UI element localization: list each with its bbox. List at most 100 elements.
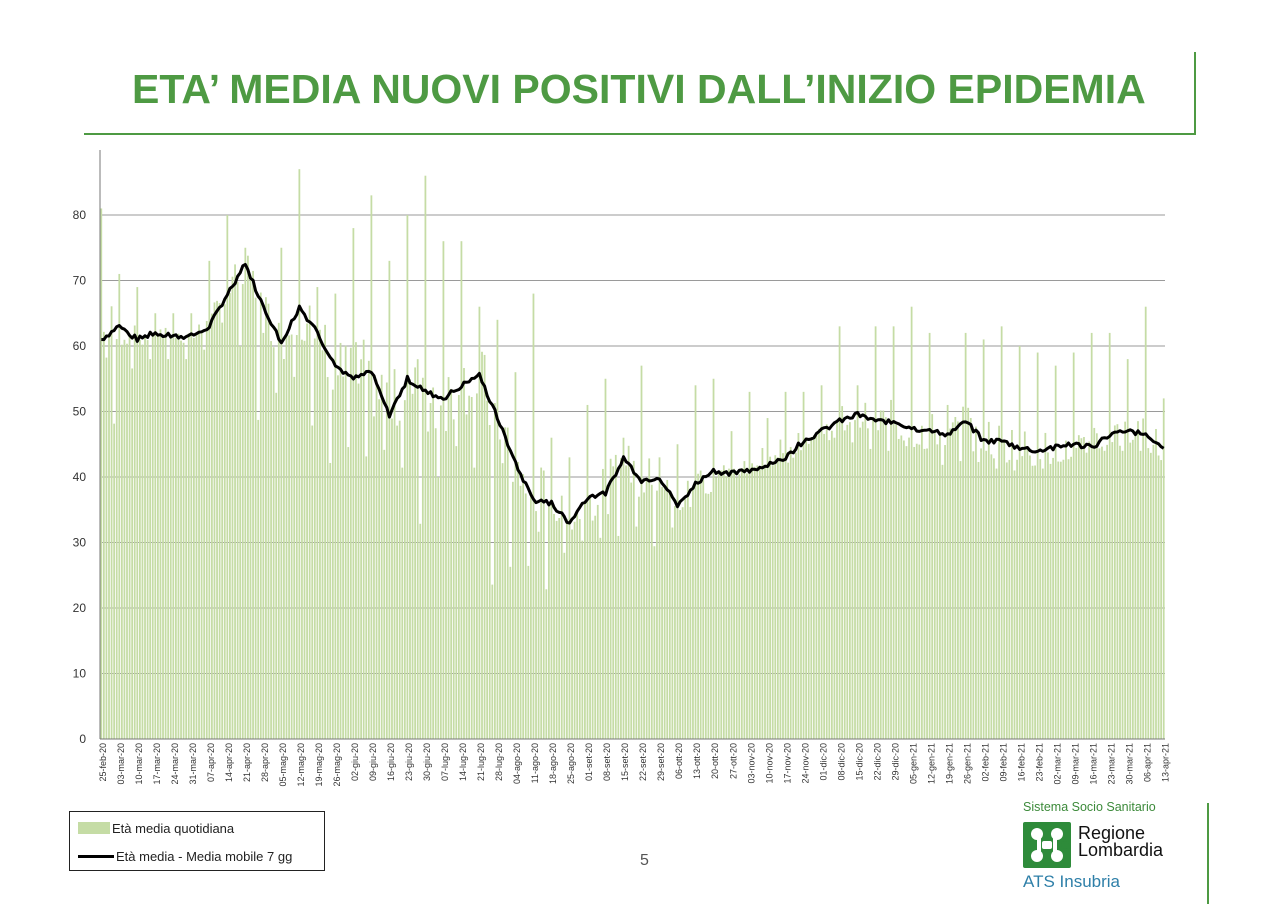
lombardy-rose-icon: [1023, 822, 1071, 868]
daily-bar: [807, 443, 810, 739]
daily-bar: [1052, 457, 1054, 739]
x-tick-label: 10-mar-20: [134, 743, 144, 785]
daily-bar: [205, 320, 208, 739]
daily-bar: [200, 332, 203, 739]
daily-bar: [118, 273, 121, 739]
x-tick-label: 16-feb-21: [1016, 743, 1026, 782]
daily-bar: [1119, 445, 1121, 739]
daily-bar: [959, 461, 962, 739]
x-tick-label: 30-giu-20: [422, 743, 432, 781]
daily-bar: [838, 326, 841, 739]
daily-bar: [987, 421, 990, 739]
daily-bar: [589, 496, 591, 739]
daily-bar: [980, 448, 982, 739]
daily-bar: [403, 400, 406, 739]
daily-bar: [193, 337, 195, 739]
daily-bar: [748, 391, 751, 739]
daily-bar: [975, 426, 977, 739]
daily-bar: [761, 447, 764, 739]
daily-bar: [437, 477, 440, 739]
daily-bar: [738, 474, 741, 739]
daily-bar: [223, 304, 226, 739]
x-tick-label: 01-set-20: [584, 743, 594, 781]
daily-bar: [1116, 424, 1119, 739]
x-tick-label: 14-apr-20: [224, 743, 234, 782]
daily-bar: [542, 470, 545, 739]
daily-bar: [815, 435, 818, 739]
daily-bar: [1011, 429, 1013, 739]
x-tick-label: 16-giu-20: [386, 743, 396, 781]
daily-bar: [1126, 359, 1129, 739]
daily-bar: [699, 470, 702, 739]
daily-bar: [581, 540, 584, 739]
daily-bar: [846, 424, 849, 739]
daily-bar: [180, 340, 182, 739]
daily-bar: [416, 359, 419, 739]
daily-bar: [885, 417, 887, 739]
daily-bar: [622, 437, 625, 739]
daily-bar: [1134, 431, 1137, 739]
daily-bar: [177, 333, 180, 739]
daily-bar: [517, 461, 519, 739]
daily-bar: [650, 484, 653, 739]
daily-bar: [1057, 461, 1060, 739]
daily-bar: [439, 405, 442, 739]
daily-bar: [661, 486, 663, 739]
daily-bar: [653, 546, 656, 739]
x-tick-label: 23-mar-21: [1106, 743, 1116, 785]
daily-bar: [872, 418, 874, 739]
daily-bar: [1113, 425, 1116, 739]
daily-bar: [475, 393, 478, 739]
daily-bar: [1103, 450, 1106, 739]
x-tick-label: 16-mar-21: [1088, 743, 1098, 785]
daily-bar: [326, 377, 329, 739]
daily-bar: [648, 458, 651, 739]
daily-bar: [1106, 444, 1109, 739]
daily-bar: [272, 347, 275, 739]
daily-bar: [1036, 352, 1039, 739]
daily-bar: [241, 284, 244, 739]
daily-bar: [156, 336, 159, 739]
daily-bar: [373, 416, 375, 739]
daily-bar: [321, 350, 324, 739]
daily-bar: [766, 418, 769, 739]
daily-bar: [1018, 346, 1021, 739]
daily-bar: [1160, 460, 1163, 739]
x-tick-label: 23-feb-21: [1034, 743, 1044, 782]
daily-bar: [365, 456, 368, 739]
daily-bar: [187, 333, 190, 739]
daily-bar: [164, 327, 167, 739]
daily-bar: [666, 479, 669, 739]
x-tick-label: 30-mar-21: [1124, 743, 1134, 785]
x-tick-label: 24-mar-20: [170, 743, 180, 785]
daily-bar: [483, 354, 486, 739]
daily-bar: [360, 359, 362, 739]
daily-bar: [833, 437, 836, 739]
daily-bar: [789, 446, 792, 739]
daily-bar: [609, 458, 612, 739]
daily-bar: [1090, 332, 1093, 739]
daily-bar: [977, 462, 980, 739]
daily-bar: [419, 523, 422, 739]
daily-bar: [720, 470, 723, 739]
daily-bar: [722, 465, 725, 739]
daily-bar: [558, 518, 561, 739]
daily-bar: [990, 454, 993, 739]
daily-bar: [488, 425, 491, 739]
daily-bar: [800, 450, 802, 739]
daily-bar: [995, 468, 998, 739]
y-tick-label: 50: [73, 405, 87, 419]
daily-bar: [967, 407, 970, 739]
daily-bar: [1080, 438, 1083, 739]
daily-bar: [676, 444, 679, 739]
daily-bar: [797, 433, 800, 739]
daily-bar: [501, 463, 504, 739]
daily-bar: [1124, 421, 1127, 739]
daily-bar: [1088, 441, 1090, 739]
y-tick-label: 10: [73, 667, 87, 681]
daily-bar: [879, 410, 882, 739]
daily-bar: [694, 385, 697, 739]
daily-bar: [836, 419, 838, 739]
daily-bar: [949, 428, 952, 739]
daily-bar: [411, 393, 414, 739]
